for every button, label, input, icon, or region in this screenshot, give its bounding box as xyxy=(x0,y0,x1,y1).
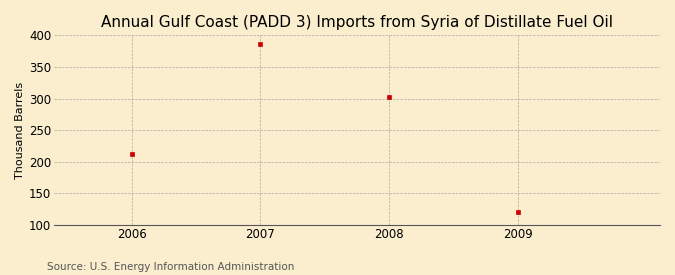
Title: Annual Gulf Coast (PADD 3) Imports from Syria of Distillate Fuel Oil: Annual Gulf Coast (PADD 3) Imports from … xyxy=(101,15,613,30)
Y-axis label: Thousand Barrels: Thousand Barrels xyxy=(15,82,25,179)
Text: Source: U.S. Energy Information Administration: Source: U.S. Energy Information Administ… xyxy=(47,262,294,272)
